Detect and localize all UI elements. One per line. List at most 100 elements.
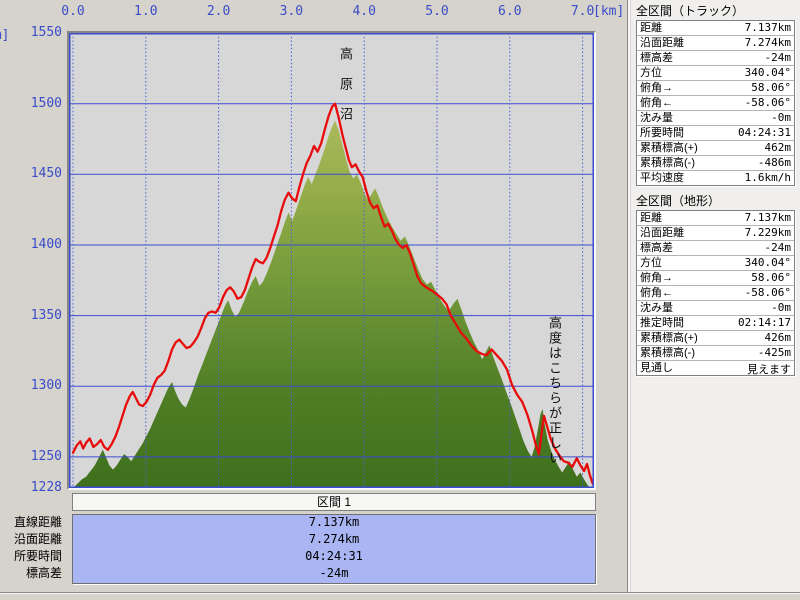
stat-row: 方位 340.04° [637,256,794,271]
y-tick-label: 1550 [30,25,62,40]
stat-value: 02:14:17 [738,316,791,329]
y-tick-label: 1350 [30,307,62,323]
segment-row-value: 7.137km [308,515,360,529]
plot-frame [69,33,594,488]
stat-label: 沿面距離 [640,227,684,239]
stat-value: -425m [757,346,791,359]
stat-label: 沈み量 [640,112,673,124]
x-axis-unit: [km] [593,4,625,19]
stat-row: 距離 7.137km [637,21,794,36]
segment-row-labels: 直線距離 沿面距離 所要時間 標高差 [0,514,62,582]
stats-section-title: 全区間（トラック） [636,4,745,18]
annotation-altitude-note: 高度はこちらが正しい [547,316,562,466]
terrain-area [73,120,593,488]
panel-divider [627,0,630,593]
grid-lines [69,33,594,488]
stat-value: 462m [764,141,792,154]
stat-label: 俯角← [640,287,673,299]
stat-value: 58.06° [751,271,791,284]
stat-value: -58.06° [744,96,791,109]
stat-value: 7.274km [744,36,791,49]
stat-row: 所要時間 04:24:31 [637,126,794,141]
stat-label: 俯角→ [640,272,673,284]
elevation-chart-svg [69,33,594,488]
stat-row: 累積標高(+) 462m [637,141,794,156]
stat-value: 1.6km/h [744,171,791,184]
stats-section-title: 全区間（地形） [636,194,721,208]
stat-label: 見通し [640,362,673,374]
y-axis-unit: [m] [0,28,10,42]
stat-value: -0m [771,111,791,124]
x-tick-label: 6.0 [498,4,522,19]
stat-label: 累積標高(-) [640,157,695,169]
stat-label: 累積標高(-) [640,347,695,359]
window-bottom-edge [0,592,800,594]
stat-label: 俯角→ [640,82,673,94]
stat-value: 340.04° [744,256,791,269]
stat-value: 7.229km [744,226,791,239]
stat-row: 標高差 -24m [637,51,794,66]
stat-label: 累積標高(+) [640,142,698,154]
stat-row: 俯角← -58.06° [637,96,794,111]
stat-row: 累積標高(+) 426m [637,331,794,346]
stat-value: -0m [771,301,791,314]
stat-row: 沿面距離 7.229km [637,226,794,241]
stat-value: -486m [757,156,791,169]
stat-value: 340.04° [744,66,791,79]
stat-row: 俯角← -58.06° [637,286,794,301]
stat-value: 7.137km [744,211,791,224]
y-tick-label: 1500 [30,95,62,111]
stat-row: 距離 7.137km [637,211,794,226]
stat-label: 沈み量 [640,302,673,314]
segment-row-label: 沿面距離 [13,532,62,546]
stat-row: 累積標高(-) -486m [637,156,794,171]
x-tick-label: 5.0 [425,4,449,19]
stat-label: 俯角← [640,97,673,109]
stat-value: 58.06° [751,81,791,94]
stat-row: 見通し 見えます [637,361,794,376]
stat-row: 標高差 -24m [637,241,794,256]
stat-label: 所要時間 [640,127,684,139]
stat-row: 推定時間 02:14:17 [637,316,794,331]
segment-row-value: 04:24:31 [305,549,363,563]
stat-row: 沈み量 -0m [637,301,794,316]
stat-value: 04:24:31 [738,126,791,139]
x-tick-label: 4.0 [352,4,376,19]
stat-label: 標高差 [640,52,673,64]
stat-value: -24m [764,51,792,64]
segment-values-box: 7.137km 7.274km 04:24:31 -24m [72,514,596,584]
stat-row: 累積標高(-) -425m [637,346,794,361]
stat-label: 累積標高(+) [640,332,698,344]
x-tick-label: 0.0 [61,4,85,19]
stat-label: 距離 [640,212,662,224]
x-tick-label: 1.0 [134,4,158,19]
stat-row: 沈み量 -0m [637,111,794,126]
x-tick-label: 2.0 [206,4,231,19]
track-line [71,102,594,485]
y-tick-label: 1250 [30,448,62,464]
segment-header: 区間 1 [72,493,596,511]
stat-row: 俯角→ 58.06° [637,271,794,286]
y-tick-label: 1228 [30,480,62,495]
stat-label: 平均速度 [640,172,684,184]
stat-row: 沿面距離 7.274km [637,36,794,51]
stat-label: 標高差 [640,242,673,254]
segment-row-label: 直線距離 [13,515,62,529]
stat-value: -58.06° [744,286,791,299]
stat-row: 平均速度 1.6km/h [637,171,794,185]
x-tick-label: 7.0 [570,4,595,19]
stat-label: 推定時間 [640,317,684,329]
stat-label: 沿面距離 [640,37,684,49]
stat-value: 見えます [747,363,791,376]
stat-row: 方位 340.04° [637,66,794,81]
y-tick-label: 1300 [30,378,62,394]
annotation-peak-name: 高原沼 [338,47,353,137]
segment-row-value: 7.274km [308,532,360,546]
elevation-chart-plot[interactable]: 高原沼 高度はこちらが正しい [67,31,596,490]
stats-table: 距離 7.137km 沿面距離 7.274km 標高差 -24m 方位 340.04° 俯角→ 5… [636,20,795,186]
stat-value: 7.137km [744,21,791,34]
stat-row: 俯角→ 58.06° [637,81,794,96]
y-tick-label: 1450 [30,166,62,182]
stat-label: 方位 [640,257,662,269]
